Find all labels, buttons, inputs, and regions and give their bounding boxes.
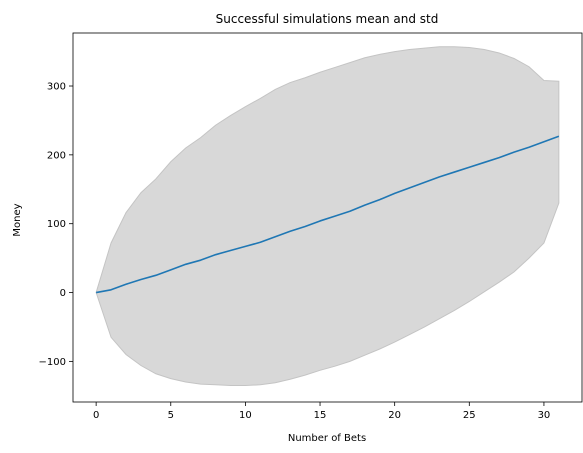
x-tick-label: 0 [93,410,99,421]
y-tick-label: 300 [47,82,66,93]
y-tick-label: 100 [47,219,66,230]
x-tick-label: 30 [538,410,551,421]
x-tick-label: 20 [388,410,401,421]
y-axis-label: Money [12,203,23,236]
std-band [95,46,560,386]
mean-line [95,135,560,294]
x-tick-label: 10 [239,410,252,421]
x-tick-label: 15 [314,410,327,421]
chart-title: Successful simulations mean and std [216,12,439,26]
x-axis-ticks: 0 5 10 15 20 25 30 [93,402,550,421]
x-tick-label: 25 [463,410,476,421]
y-tick-label: −100 [39,357,66,368]
axes-frame [72,32,583,403]
plot-area [72,32,583,403]
x-tick-label: 5 [168,410,174,421]
y-tick-label: 0 [60,288,66,299]
x-axis-label: Number of Bets [288,433,366,444]
y-axis-ticks: −100 0 100 200 300 [39,82,73,368]
y-tick-label: 200 [47,150,66,161]
